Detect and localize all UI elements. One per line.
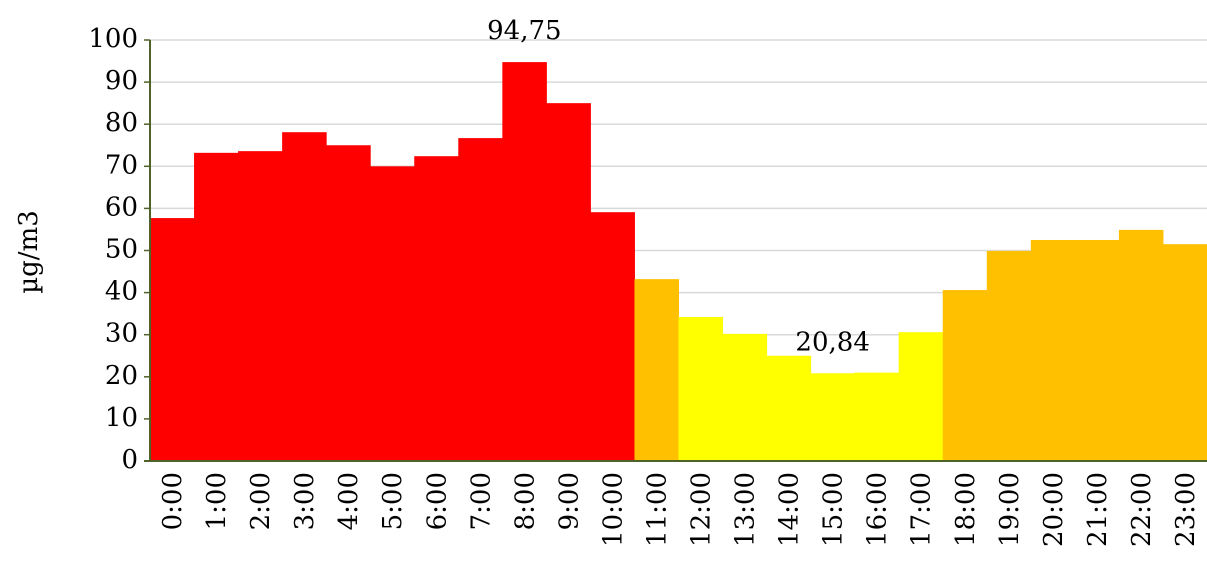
bar [1162, 244, 1207, 461]
bar [1118, 229, 1164, 461]
x-tick-label: 19:00 [995, 472, 1025, 547]
bar [1074, 239, 1120, 461]
x-tick-label: 5:00 [378, 472, 408, 530]
y-tick-label: 80 [105, 108, 138, 138]
y-tick-label: 0 [121, 445, 138, 475]
y-tick-label: 50 [105, 235, 138, 265]
bar [370, 166, 415, 462]
bar [722, 333, 768, 461]
x-tick-label: 20:00 [1039, 472, 1069, 547]
bar [854, 372, 900, 461]
bar [238, 151, 283, 462]
bar [942, 290, 988, 461]
x-tick-label: 3:00 [290, 472, 320, 530]
data-label: 20,84 [795, 327, 869, 357]
y-tick-label: 60 [105, 192, 138, 222]
y-tick-label: 40 [105, 277, 138, 307]
data-label: 94,75 [487, 16, 561, 46]
bar [326, 145, 371, 461]
x-tick-label: 22:00 [1127, 472, 1157, 547]
bar [150, 218, 195, 461]
x-tick-label: 15:00 [819, 472, 849, 547]
x-tick-label: 16:00 [863, 472, 893, 547]
x-tick-label: 10:00 [598, 472, 628, 547]
bar [898, 332, 944, 461]
y-axis-label: µg/m3 [14, 210, 44, 294]
bar [678, 317, 724, 461]
x-tick-label: 0:00 [158, 472, 188, 530]
bar [458, 138, 503, 461]
y-tick-label: 30 [105, 319, 138, 349]
x-tick-label: 17:00 [907, 472, 937, 547]
x-tick-label: 9:00 [554, 472, 584, 530]
x-tick-label: 14:00 [775, 472, 805, 547]
x-tick-label: 21:00 [1083, 472, 1113, 547]
y-tick-label: 20 [105, 361, 138, 391]
bar [194, 152, 239, 461]
bar [1030, 239, 1076, 461]
y-tick-label: 10 [105, 403, 138, 433]
bar [986, 250, 1032, 461]
bar [502, 62, 547, 461]
bar [810, 373, 856, 461]
x-tick-label: 13:00 [731, 472, 761, 547]
x-tick-label: 11:00 [642, 472, 672, 547]
bar [282, 132, 327, 461]
y-tick-label: 100 [88, 24, 138, 54]
y-tick-label: 70 [105, 150, 138, 180]
bar [414, 156, 459, 462]
y-tick-label: 90 [105, 66, 138, 96]
x-tick-label: 12:00 [687, 472, 717, 547]
bar [634, 279, 679, 461]
x-tick-label: 23:00 [1171, 472, 1201, 547]
x-tick-label: 6:00 [422, 472, 452, 530]
x-tick-label: 1:00 [202, 472, 232, 530]
x-tick-label: 2:00 [246, 472, 276, 530]
x-tick-label: 8:00 [510, 472, 540, 530]
bar [546, 103, 591, 462]
bar [766, 355, 812, 461]
bar [590, 212, 635, 461]
x-tick-label: 18:00 [951, 472, 981, 547]
x-tick-label: 4:00 [334, 472, 364, 530]
x-tick-label: 7:00 [466, 472, 496, 530]
